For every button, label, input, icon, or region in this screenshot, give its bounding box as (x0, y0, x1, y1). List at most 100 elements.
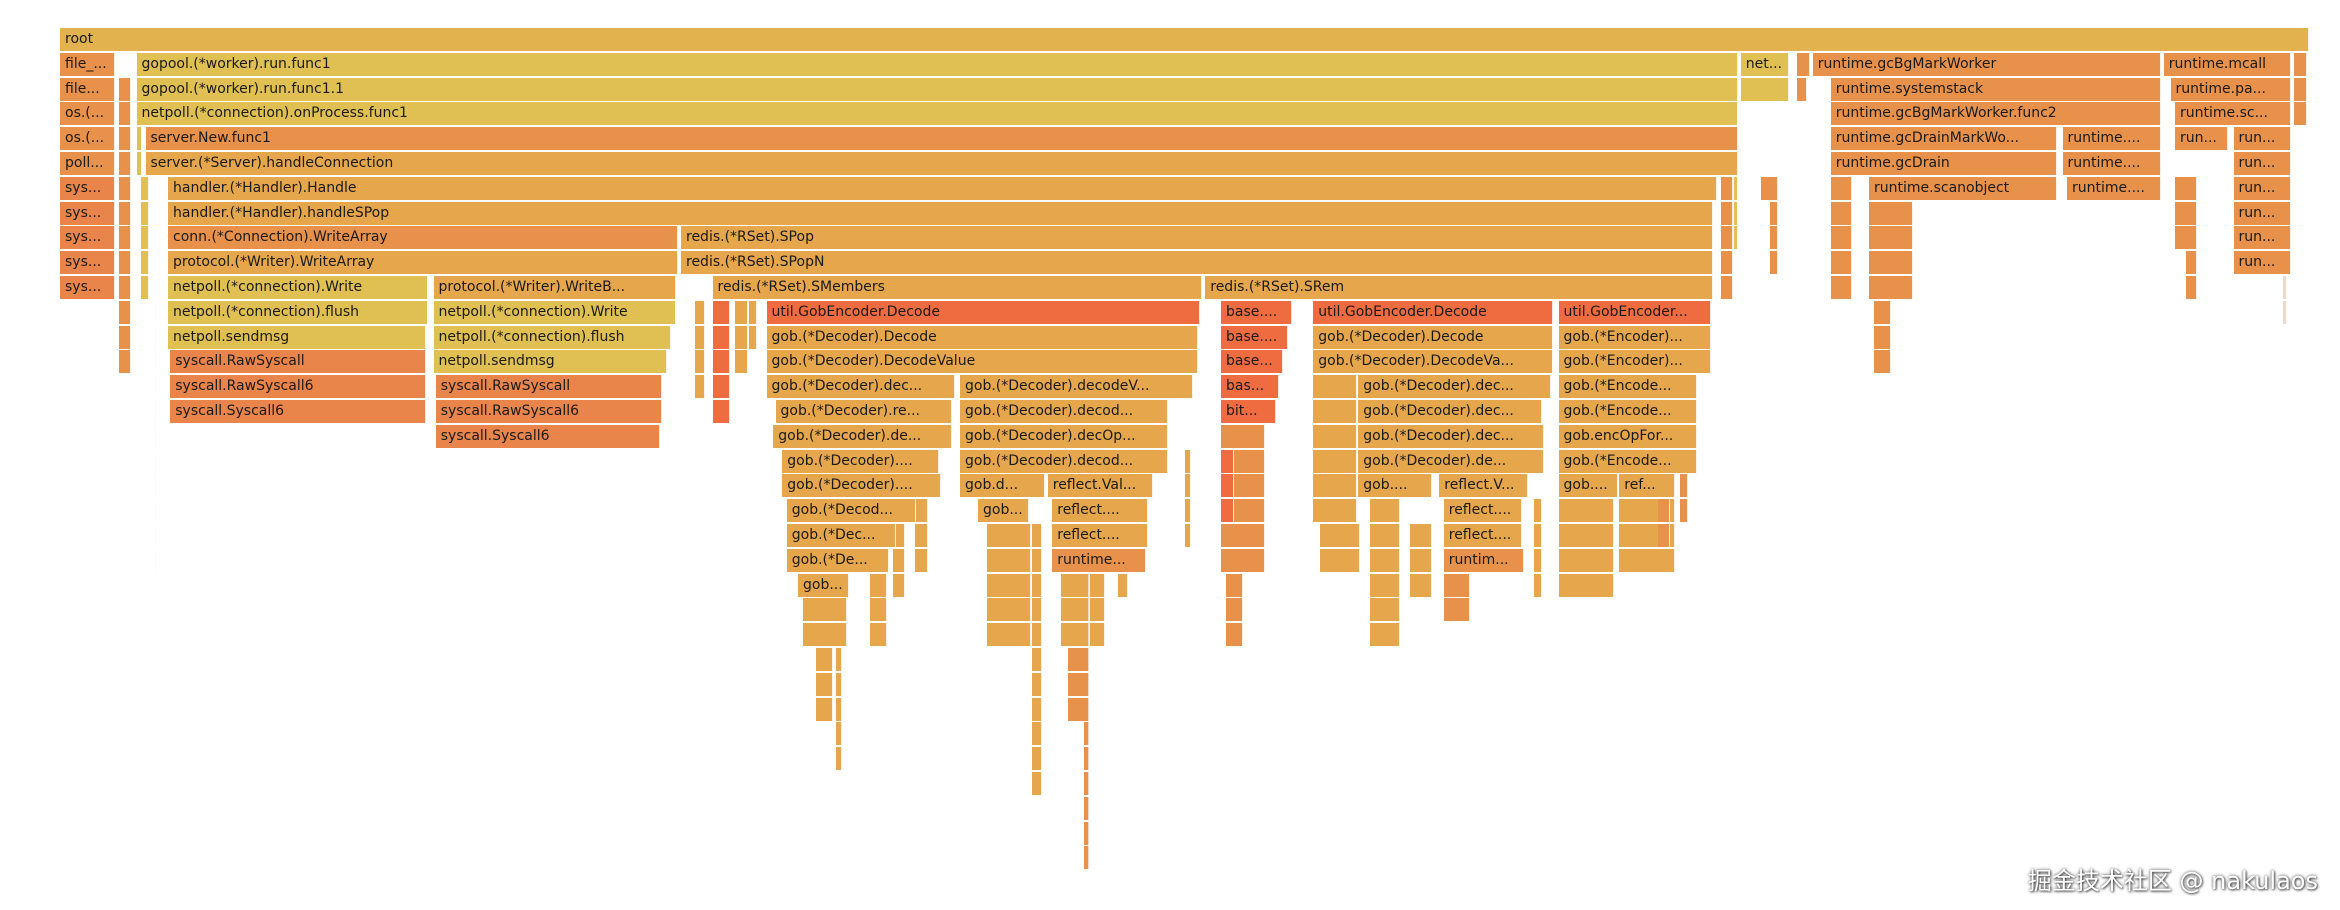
flame-frame[interactable]: runtime.... (2067, 176, 2161, 200)
flame-frame-unlabeled[interactable] (141, 276, 149, 299)
flame-frame-unlabeled[interactable] (1410, 573, 1432, 597)
flame-frame-unlabeled[interactable] (1032, 648, 1043, 671)
flame-frame-unlabeled[interactable] (816, 697, 833, 721)
flame-frame-unlabeled[interactable] (136, 152, 143, 175)
flame-frame-unlabeled[interactable] (1410, 548, 1432, 572)
flame-frame-unlabeled[interactable] (1088, 697, 1090, 721)
flame-frame-unlabeled[interactable] (987, 548, 1031, 572)
flame-frame-unlabeled[interactable] (836, 722, 842, 746)
flame-frame-unlabeled[interactable] (118, 127, 131, 151)
flame-frame-unlabeled[interactable] (1185, 449, 1191, 473)
flame-frame[interactable]: gob.... (1558, 474, 1619, 498)
flame-frame-unlabeled[interactable] (712, 375, 730, 399)
flame-frame-unlabeled[interactable] (712, 350, 730, 374)
flame-frame[interactable]: runtime.mcall (2163, 52, 2291, 76)
flame-frame[interactable]: gob.(*Decoder).decodeV... (960, 375, 1193, 399)
flame-frame-unlabeled[interactable] (118, 251, 131, 275)
flame-frame-unlabeled[interactable] (1734, 201, 1738, 225)
flame-frame[interactable]: netpoll.(*connection).flush (433, 325, 671, 349)
flame-frame[interactable]: gob.(*Encode... (1558, 449, 1697, 473)
flame-frame-unlabeled[interactable] (1734, 176, 1738, 200)
flame-frame-unlabeled[interactable] (1558, 548, 1614, 572)
flame-frame[interactable]: gob.(*De... (786, 548, 890, 572)
flame-frame[interactable]: syscall.Syscall6 (435, 424, 660, 448)
flame-frame-unlabeled[interactable] (1770, 251, 1778, 275)
flame-frame-unlabeled[interactable] (118, 226, 131, 250)
flame-frame[interactable]: gob.(*Decoder).Decode (1313, 325, 1553, 349)
flame-frame-unlabeled[interactable] (748, 325, 757, 349)
flame-frame-unlabeled[interactable] (1770, 201, 1778, 225)
flame-frame[interactable]: bit... (1221, 400, 1277, 423)
flame-frame-unlabeled[interactable] (694, 350, 705, 374)
flame-frame-unlabeled[interactable] (987, 623, 1031, 647)
flame-frame-unlabeled[interactable] (141, 251, 149, 275)
flame-frame[interactable]: runtime.gcDrain (1830, 152, 2057, 175)
flame-frame-unlabeled[interactable] (118, 325, 131, 349)
flame-frame-unlabeled[interactable] (1221, 499, 1234, 523)
flame-frame-unlabeled[interactable] (1830, 276, 1853, 299)
flame-frame[interactable]: gob.(*Decoder).DecodeVa... (1313, 350, 1553, 374)
flame-frame-unlabeled[interactable] (1619, 548, 1675, 572)
flame-frame[interactable]: file_... (60, 52, 116, 76)
flame-frame-unlabeled[interactable] (1221, 474, 1234, 498)
flame-frame-unlabeled[interactable] (118, 201, 131, 225)
flame-frame[interactable]: handler.(*Handler).Handle (168, 176, 1718, 200)
flame-frame[interactable]: server.(*Server).handleConnection (145, 152, 1738, 175)
flame-frame[interactable]: gob.(*Encoder)... (1558, 325, 1711, 349)
flame-frame-unlabeled[interactable] (1443, 573, 1470, 597)
flame-frame[interactable]: gob.(*Decoder).DecodeValue (766, 350, 1198, 374)
flame-frame-unlabeled[interactable] (694, 325, 705, 349)
flame-frame[interactable]: bas... (1221, 375, 1279, 399)
flame-frame-unlabeled[interactable] (892, 548, 905, 572)
flame-frame-unlabeled[interactable] (1061, 573, 1106, 597)
flame-frame-unlabeled[interactable] (836, 672, 842, 696)
flame-frame-unlabeled[interactable] (1720, 201, 1733, 225)
flame-frame-unlabeled[interactable] (1873, 350, 1891, 374)
flame-frame-unlabeled[interactable] (1369, 573, 1400, 597)
flame-frame-unlabeled[interactable] (1734, 226, 1738, 250)
flame-frame-unlabeled[interactable] (1117, 573, 1128, 597)
flame-frame-unlabeled[interactable] (118, 77, 131, 101)
flame-frame-unlabeled[interactable] (1088, 722, 1090, 746)
flame-frame[interactable]: gob.(*Decoder).de... (773, 424, 953, 448)
flame-frame-unlabeled[interactable] (1313, 400, 1358, 423)
flame-frame[interactable]: run... (2233, 201, 2291, 225)
flame-frame[interactable]: gob.(*Decoder).dec... (766, 375, 955, 399)
flame-frame-unlabeled[interactable] (1313, 474, 1358, 498)
flame-frame-unlabeled[interactable] (1720, 251, 1733, 275)
flame-frame-unlabeled[interactable] (694, 300, 705, 324)
flame-frame[interactable]: util.GobEncoder... (1558, 300, 1711, 324)
flame-frame[interactable]: netpoll.(*connection).Write (168, 276, 428, 299)
flame-frame[interactable]: reflect.... (1443, 524, 1522, 547)
flame-frame-unlabeled[interactable] (1225, 598, 1243, 622)
flame-frame[interactable]: sys... (60, 251, 116, 275)
flame-frame-unlabeled[interactable] (1032, 772, 1043, 795)
flame-frame[interactable]: gob... (798, 573, 849, 597)
flame-frame-unlabeled[interactable] (870, 598, 887, 622)
flame-frame-unlabeled[interactable] (118, 350, 131, 374)
flame-frame[interactable]: gob.(*Decoder).dec... (1358, 424, 1544, 448)
flame-frame[interactable]: run... (2233, 127, 2291, 151)
flame-frame[interactable]: sys... (60, 201, 116, 225)
flame-frame-unlabeled[interactable] (1740, 77, 1790, 101)
flame-frame[interactable]: base.... (1221, 300, 1292, 324)
flame-frame[interactable]: run... (2233, 152, 2291, 175)
flame-frame-unlabeled[interactable] (1873, 325, 1891, 349)
flame-frame-unlabeled[interactable] (1533, 548, 1542, 572)
flame-frame[interactable]: netpoll.(*connection).onProcess.func1 (136, 102, 1738, 126)
flame-frame-unlabeled[interactable] (748, 300, 757, 324)
flame-frame-unlabeled[interactable] (154, 499, 156, 523)
flame-frame-unlabeled[interactable] (2175, 201, 2197, 225)
flame-frame-unlabeled[interactable] (1720, 276, 1733, 299)
flame-frame-unlabeled[interactable] (1761, 176, 1778, 200)
flame-frame[interactable]: netpoll.(*connection).flush (168, 300, 428, 324)
flame-frame[interactable]: runtim... (1443, 548, 1524, 572)
flame-frame-unlabeled[interactable] (1558, 573, 1614, 597)
flame-frame[interactable]: run... (2233, 226, 2291, 250)
flame-frame-unlabeled[interactable] (118, 152, 131, 175)
flame-frame[interactable]: syscall.RawSyscall6 (435, 400, 662, 423)
flame-frame-unlabeled[interactable] (836, 697, 842, 721)
flame-frame[interactable]: redis.(*RSet).SPop (681, 226, 1713, 250)
flame-frame[interactable]: runtime.scanobject (1869, 176, 2057, 200)
flame-frame-unlabeled[interactable] (154, 474, 156, 498)
